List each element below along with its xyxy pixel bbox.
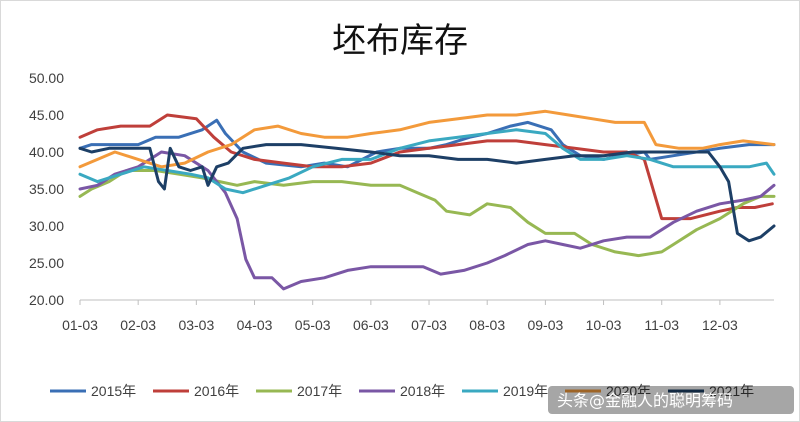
y-tick-label: 30.00 bbox=[29, 218, 64, 234]
y-tick-label: 50.00 bbox=[29, 70, 64, 86]
x-tick-label: 02-03 bbox=[120, 317, 156, 333]
y-axis-ticks: 20.00 25.00 30.00 35.00 40.00 45.00 50.00 bbox=[29, 70, 64, 308]
x-tick-label: 03-03 bbox=[178, 317, 214, 333]
x-tick-label: 01-03 bbox=[62, 317, 98, 333]
legend: 2015年 2016年 2017年 2018年 2019年 2020年 2021年 bbox=[50, 383, 754, 399]
x-axis: 01-03 02-03 03-03 04-03 05-03 06-03 07-03 08-03… bbox=[62, 299, 774, 333]
legend-label-2017: 2017年 bbox=[297, 383, 342, 399]
series-line-2019 bbox=[78, 128, 776, 195]
series-line-2017 bbox=[78, 169, 776, 258]
y-tick-label: 45.00 bbox=[29, 107, 64, 123]
watermark-background bbox=[548, 386, 794, 414]
x-tick-label: 12-03 bbox=[702, 317, 738, 333]
x-tick-label: 11-03 bbox=[644, 317, 679, 333]
x-tick-label: 07-03 bbox=[411, 317, 447, 333]
legend-label-2016: 2016年 bbox=[194, 383, 239, 399]
x-tick-label: 08-03 bbox=[469, 317, 505, 333]
x-tick-label: 04-03 bbox=[237, 317, 273, 333]
legend-label-2020: 2020年 bbox=[606, 383, 651, 399]
x-tick-label: 09-03 bbox=[527, 317, 563, 333]
y-tick-label: 40.00 bbox=[29, 144, 64, 160]
legend-label-2019: 2019年 bbox=[503, 383, 548, 399]
x-tick-label: 05-03 bbox=[295, 317, 331, 333]
y-tick-label: 25.00 bbox=[29, 255, 64, 271]
y-tick-label: 20.00 bbox=[29, 292, 64, 308]
series-line-2020 bbox=[78, 109, 776, 169]
legend-label-2018: 2018年 bbox=[400, 383, 445, 399]
series-lines bbox=[78, 109, 776, 291]
legend-label-2021: 2021年 bbox=[709, 383, 754, 399]
y-tick-label: 35.00 bbox=[29, 181, 64, 197]
x-tick-label: 06-03 bbox=[353, 317, 389, 333]
watermark: 头条@金融人的聪明筹码 bbox=[548, 386, 794, 414]
legend-label-2015: 2015年 bbox=[91, 383, 136, 399]
series-line-2021 bbox=[78, 143, 776, 243]
x-tick-label: 10-03 bbox=[586, 317, 622, 333]
watermark-text: 头条@金融人的聪明筹码 bbox=[557, 391, 733, 410]
series-line-2016 bbox=[78, 113, 774, 221]
chart-title: 坯布库存 bbox=[332, 21, 468, 61]
